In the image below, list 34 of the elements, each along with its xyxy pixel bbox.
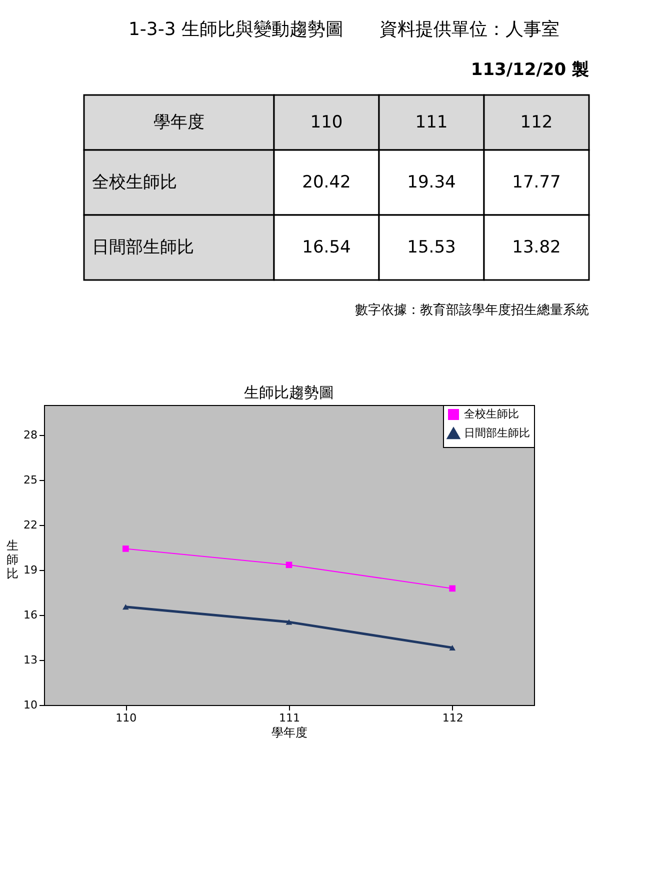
data-label: 15.53 <box>407 238 456 258</box>
data-label: 20.42 <box>302 172 351 192</box>
y-tick-label: 10 <box>24 698 38 712</box>
text: 113/12/20 製 <box>470 60 589 80</box>
y-tick-label: 28 <box>24 428 38 442</box>
x-tick-label: 111 <box>415 112 448 132</box>
y-tick-label: 13 <box>24 654 38 666</box>
point <box>449 644 456 650</box>
data-label: 19.34 <box>407 172 456 192</box>
y-axis-title: 生師比 <box>6 538 18 580</box>
legend-label: 日間部生師比 <box>464 426 530 440</box>
point <box>122 604 129 610</box>
chart-title: 生師比趨勢圖 <box>244 384 334 402</box>
y-tick-label: 25 <box>24 474 38 486</box>
y-tick-label: 16 <box>24 608 38 622</box>
text: 數字依據：教育部該學年度招生總量系統 <box>355 302 589 318</box>
chart-title: 1-3-3 生師比與變動趨勢圖 資料提供單位：人事室 <box>128 19 560 40</box>
point <box>449 585 456 592</box>
y-tick-label: 22 <box>24 518 38 532</box>
data-label: 13.82 <box>512 238 561 258</box>
point <box>286 619 292 625</box>
legend-label: 全校生師比 <box>464 408 519 420</box>
data-label: 17.77 <box>512 172 561 192</box>
x-tick-label: 111 <box>279 712 300 724</box>
x-tick-label: 112 <box>520 112 553 132</box>
x-tick-label: 110 <box>310 112 343 132</box>
legend-title: 學年度 <box>154 112 204 132</box>
x-axis-title: 學年度 <box>272 726 308 740</box>
point <box>122 546 129 552</box>
data-label: 16.54 <box>302 238 351 258</box>
point <box>286 562 292 568</box>
x-tick-label: 110 <box>116 712 137 724</box>
y-tick-label: 19 <box>24 564 38 576</box>
x-tick-label: 112 <box>442 712 464 724</box>
